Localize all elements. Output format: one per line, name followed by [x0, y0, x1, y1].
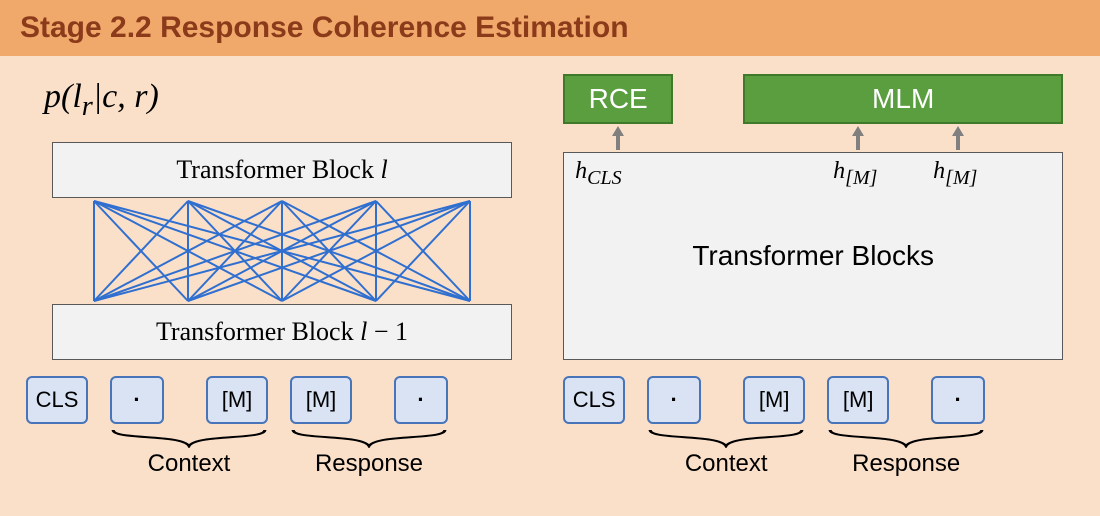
- token-dot: ·: [647, 376, 701, 424]
- token-cls: CLS: [26, 376, 88, 424]
- context-brace-left: Context: [110, 428, 268, 478]
- context-label-left: Context: [148, 450, 231, 478]
- context-label-right: Context: [685, 450, 768, 478]
- arrow-up-icon: [611, 126, 625, 150]
- context-brace-right: Context: [647, 428, 805, 478]
- tokens-row-right: CLS · [M] [M] ·: [553, 376, 1078, 424]
- token-mask: [M]: [743, 376, 805, 424]
- token-mask: [M]: [290, 376, 352, 424]
- diagram-frame: Stage 2.2 Response Coherence Estimation …: [0, 0, 1100, 516]
- transformer-blocks-box: Transformer Blocks: [563, 152, 1063, 360]
- left-panel: p(lr|c, r) Transformer Block l Transform…: [22, 74, 531, 502]
- response-label-right: Response: [852, 450, 960, 478]
- arrow-up-icon: [851, 126, 865, 150]
- token-cls: CLS: [563, 376, 625, 424]
- transformer-block-lm1-label: Transformer Block l − 1: [156, 317, 408, 347]
- token-mask: [M]: [206, 376, 268, 424]
- transformer-block-lm1: Transformer Block l − 1: [52, 304, 512, 360]
- h-cls-label: hCLS: [575, 158, 621, 190]
- token-dot: ·: [394, 376, 448, 424]
- h-m-label-1: h[M]: [833, 158, 877, 190]
- token-dot: ·: [110, 376, 164, 424]
- title-bar: Stage 2.2 Response Coherence Estimation: [0, 0, 1100, 56]
- arrow-up-icon: [951, 126, 965, 150]
- response-brace-right: Response: [827, 428, 985, 478]
- rce-head-label: RCE: [589, 83, 648, 115]
- mlm-head-label: MLM: [872, 83, 934, 115]
- rce-head: RCE: [563, 74, 673, 124]
- response-label-left: Response: [315, 450, 423, 478]
- probability-equation: p(lr|c, r): [44, 78, 159, 123]
- transformer-block-l-label: Transformer Block l: [176, 155, 387, 185]
- token-dot: ·: [931, 376, 985, 424]
- token-mask: [M]: [827, 376, 889, 424]
- h-m-label-2: h[M]: [933, 158, 977, 190]
- right-panel: RCE MLM Transformer Blocks hCLS h[M] h[M…: [553, 74, 1078, 502]
- tokens-row-left: CLS · [M] [M] ·: [22, 376, 531, 424]
- transformer-blocks-box-label: Transformer Blocks: [692, 240, 934, 272]
- stage-title: Stage 2.2 Response Coherence Estimation: [20, 11, 629, 45]
- response-brace-left: Response: [290, 428, 448, 478]
- attention-graph: [52, 198, 512, 304]
- transformer-block-l: Transformer Block l: [52, 142, 512, 198]
- diagram-body: p(lr|c, r) Transformer Block l Transform…: [0, 56, 1100, 516]
- mlm-head: MLM: [743, 74, 1063, 124]
